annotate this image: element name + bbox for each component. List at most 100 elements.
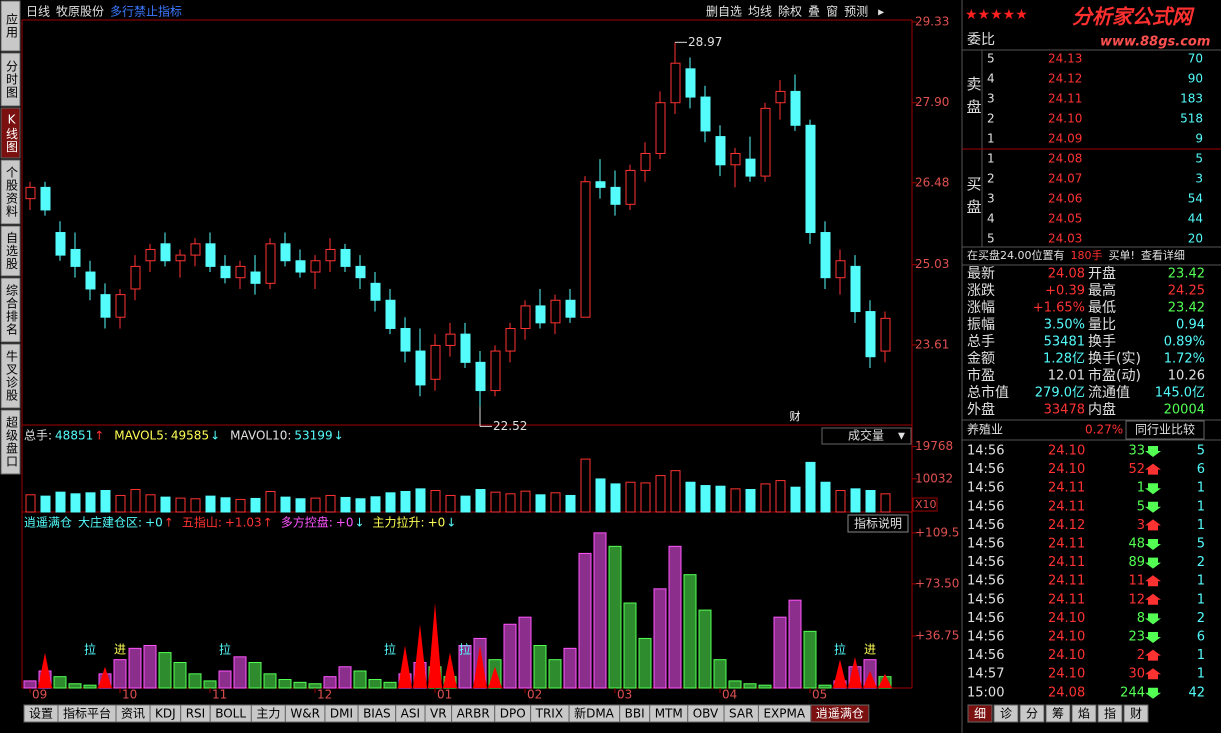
side-tab[interactable]: [0, 0, 21, 52]
right-tab-label[interactable]: 诊: [1000, 707, 1012, 721]
indicator-bar: [233, 656, 247, 689]
indicator-bar: [533, 645, 547, 689]
right-tab-label[interactable]: 细: [974, 707, 986, 721]
tick-arrow: [1145, 668, 1161, 680]
tick-arrow: [1145, 632, 1161, 643]
indicator-bar: [713, 659, 727, 689]
volume-bar: [490, 491, 501, 513]
right-tab[interactable]: [1045, 704, 1071, 723]
tick-volume: 48: [1128, 537, 1145, 552]
industry-change: 0.27%: [1085, 423, 1123, 437]
side-tab[interactable]: [0, 159, 21, 225]
selector[interactable]: 成交量: [848, 428, 884, 443]
bottom-tab[interactable]: [810, 704, 870, 723]
indicator-button[interactable]: 指标说明: [854, 516, 902, 531]
bottom-tab-label[interactable]: ASI: [401, 707, 420, 721]
indicator-bar: [188, 673, 202, 689]
bottom-tab-label[interactable]: RSI: [186, 707, 206, 721]
book-price: 24.10: [1048, 112, 1082, 126]
right-tab[interactable]: [967, 704, 993, 723]
right-tab-label[interactable]: 财: [1130, 707, 1142, 721]
tick-time: 14:56: [967, 462, 1004, 477]
side-tab[interactable]: [0, 277, 21, 343]
indicator-bar: [743, 683, 757, 689]
toolbar-button[interactable]: 预测: [844, 5, 868, 19]
right-tab[interactable]: [1071, 704, 1097, 723]
notice-link[interactable]: 查看详细: [1141, 248, 1185, 262]
right-tab-label[interactable]: 焰: [1078, 706, 1090, 721]
tick-volume: 3: [1137, 518, 1145, 533]
industry-button[interactable]: 同行业比较: [1135, 422, 1195, 437]
toolbar-button[interactable]: 除权: [778, 4, 802, 19]
book-level: 3: [987, 92, 995, 106]
side-tab-label: K线图: [5, 113, 19, 154]
bottom-tab-label[interactable]: BIAS: [363, 707, 391, 721]
side-tab[interactable]: [0, 409, 21, 475]
bottom-tab-label[interactable]: VR: [430, 707, 447, 721]
right-tab-label[interactable]: 指: [1104, 706, 1116, 721]
right-tab-label[interactable]: 分: [1026, 707, 1038, 721]
bottom-tab-label[interactable]: ARBR: [457, 707, 490, 721]
unit-box: [912, 497, 938, 512]
stat-value: 23.42: [1168, 301, 1205, 316]
selector-box[interactable]: [821, 427, 912, 445]
indicator-bar: [563, 647, 577, 689]
volume-bar: [280, 496, 291, 513]
bottom-tab-label[interactable]: 新DMA: [574, 706, 615, 721]
bottom-tab-label[interactable]: 指标平台: [63, 706, 111, 721]
bottom-tab-label[interactable]: SAR: [729, 707, 753, 721]
bottom-tab-label[interactable]: KDJ: [155, 707, 176, 721]
indicator-bar: [83, 684, 97, 689]
volume-bar: [100, 490, 111, 513]
side-tab[interactable]: [0, 343, 21, 409]
side-tab[interactable]: [0, 225, 21, 277]
bottom-tab-label[interactable]: TRIX: [535, 707, 563, 721]
event-label[interactable]: 财: [790, 409, 801, 423]
right-tab-label[interactable]: 筹: [1052, 707, 1064, 721]
volume-bar: [505, 493, 516, 513]
right-tab[interactable]: [993, 704, 1019, 723]
toolbar-button[interactable]: 均线: [748, 5, 772, 19]
tick-extra: 1: [1197, 518, 1205, 533]
bottom-tab-label[interactable]: EXPMA: [763, 707, 805, 721]
stat-label: 换手(实): [1088, 350, 1141, 367]
stock-name: 牧原股份: [56, 5, 104, 19]
bottom-tab-label[interactable]: DPO: [500, 707, 526, 721]
toolbar-arrow[interactable]: ▸: [878, 5, 884, 19]
bottom-tab-label[interactable]: BOLL: [215, 707, 246, 721]
bottom-tab-label[interactable]: W&R: [290, 707, 320, 721]
bottom-tab-label[interactable]: MTM: [655, 707, 683, 721]
toolbar-button[interactable]: 删自选: [706, 5, 742, 19]
side-tab[interactable]: [0, 52, 21, 107]
right-tab[interactable]: [1097, 704, 1123, 723]
bottom-tab-label[interactable]: BBI: [625, 707, 645, 721]
toolbar-button[interactable]: 窗: [826, 5, 838, 19]
book-price: 24.05: [1048, 212, 1082, 226]
side-tab[interactable]: [0, 107, 21, 159]
right-tab[interactable]: [1019, 704, 1045, 723]
candle-body: [205, 243, 216, 267]
toolbar-button[interactable]: 叠: [808, 5, 820, 19]
bottom-tab-label[interactable]: 设置: [29, 707, 53, 721]
signal-label: 进: [114, 643, 126, 657]
stat-value: 0.89%: [1164, 335, 1205, 350]
bottom-tab-label[interactable]: DMI: [330, 707, 353, 721]
indicator-bar: [503, 623, 517, 689]
bottom-tab-label[interactable]: 资讯: [121, 707, 145, 721]
industry-button-box[interactable]: [1125, 420, 1205, 440]
bottom-tab-label[interactable]: 主力: [256, 707, 280, 721]
right-tab[interactable]: [1123, 704, 1149, 723]
selector-arrow[interactable]: ▼: [898, 432, 905, 442]
sell-label: 卖盘: [965, 76, 983, 122]
candle-body: [250, 271, 261, 284]
tick-arrow: [1145, 483, 1161, 495]
ratio-label: 委比: [967, 32, 995, 48]
tick-price: 24.10: [1048, 667, 1085, 682]
volume-bar: [580, 458, 591, 513]
candle-body: [175, 254, 186, 262]
bottom-tab-label[interactable]: 逍遥满仓: [816, 707, 864, 721]
tick-volume: 11: [1128, 574, 1145, 589]
bottom-tab-label[interactable]: OBV: [693, 707, 719, 721]
indicator-button-box[interactable]: [847, 514, 909, 533]
candle-body: [145, 248, 156, 262]
